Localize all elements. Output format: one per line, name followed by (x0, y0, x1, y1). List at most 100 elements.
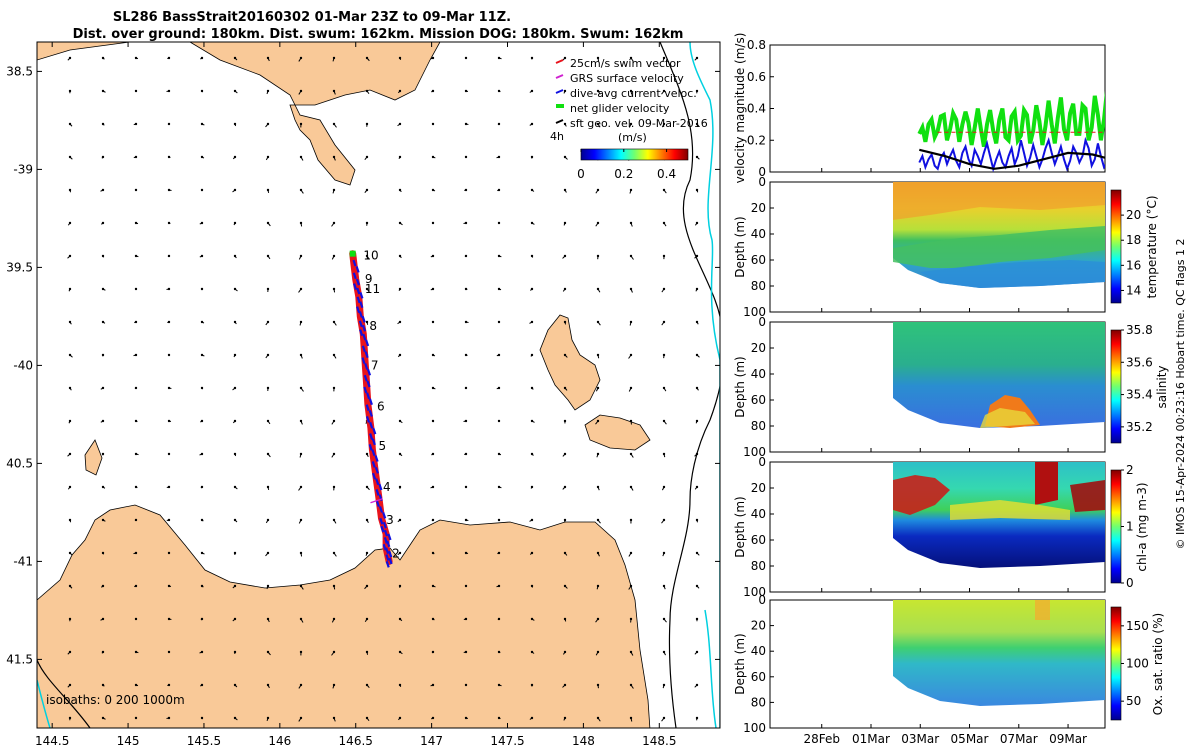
current-vector-dot (695, 188, 699, 192)
velocity-ylabel: velocity magnitude (m/s) (733, 33, 747, 184)
current-vector (695, 155, 700, 160)
current-vector-dot (662, 122, 666, 126)
current-vector-dot (332, 551, 336, 555)
current-vector-dot (332, 518, 336, 522)
current-vector (299, 551, 303, 557)
day-label: 5 (379, 439, 387, 453)
current-vector (661, 716, 666, 722)
current-vector (398, 56, 402, 60)
current-vector (167, 683, 171, 687)
depth-tick-label: 80 (751, 559, 766, 573)
current-vector (431, 584, 436, 588)
current-vector-dot (563, 716, 567, 720)
current-vector (695, 419, 699, 424)
current-vector-dot (464, 617, 468, 621)
current-vector-dot (530, 221, 534, 225)
current-vector (595, 386, 600, 392)
current-vector (431, 320, 435, 324)
current-vector-dot (629, 419, 633, 423)
current-vector-dot (134, 188, 138, 192)
current-vector-dot (101, 452, 105, 456)
map-x-tick-label: 145 (117, 734, 140, 748)
current-vector-dot (596, 353, 600, 357)
time-tick-label: 03Mar (901, 732, 939, 746)
current-vector (596, 122, 601, 128)
current-vector (100, 419, 105, 423)
current-vector (661, 320, 666, 326)
current-vector-dot (629, 683, 633, 687)
current-vector (67, 452, 72, 457)
current-vector-dot (200, 122, 204, 126)
current-vector (464, 716, 469, 720)
current-vector-dot (695, 254, 699, 258)
current-vector-dot (629, 89, 633, 93)
current-vector-dot (134, 584, 138, 588)
chla-colorbar (1110, 469, 1122, 584)
current-vector-dot (134, 56, 138, 60)
current-vector-dot (68, 617, 72, 621)
current-vector (134, 419, 138, 423)
oxygen-high-patch (1035, 600, 1050, 620)
current-vector-dot (233, 419, 237, 423)
current-vector-dot (695, 452, 699, 456)
current-vector-dot (299, 518, 303, 522)
current-vector-dot (431, 155, 435, 159)
current-vector (68, 716, 72, 721)
current-vector-dot (629, 56, 633, 60)
current-vector-dot (398, 617, 402, 621)
current-vector (266, 89, 270, 95)
current-vector (331, 452, 336, 458)
current-vector-dot (200, 617, 204, 621)
current-vector-dot (497, 320, 501, 324)
current-vector (463, 221, 468, 225)
land-king-island (84, 439, 103, 476)
day-label: 6 (377, 400, 385, 414)
current-vector (563, 617, 567, 622)
land-cape-barren-island (584, 414, 651, 451)
current-vector (595, 650, 600, 656)
current-vector (67, 650, 72, 655)
depth-tick-label: 20 (751, 481, 766, 495)
current-vector-dot (134, 320, 138, 324)
dive-avg-vector (386, 540, 391, 548)
current-vector-dot (530, 56, 534, 60)
current-vector-dot (365, 254, 369, 258)
current-vector (530, 287, 534, 291)
current-vector (331, 617, 336, 623)
current-vector-dot (299, 485, 303, 489)
current-vector-dot (233, 650, 237, 654)
current-vector-dot (695, 716, 699, 720)
current-vector-dot (695, 155, 699, 159)
current-vector-dot (431, 56, 435, 60)
current-vector (398, 617, 403, 622)
current-vector (464, 320, 469, 324)
current-vector (563, 89, 567, 94)
current-vector (596, 89, 601, 95)
current-vector (134, 650, 139, 654)
velocity-tick-label: 0.8 (747, 38, 766, 52)
current-vector-dot (101, 617, 105, 621)
current-vector (695, 386, 699, 391)
land-victoria (37, 42, 131, 61)
current-vector (133, 353, 138, 357)
current-vector-dot (266, 122, 270, 126)
temperature-green-band (893, 226, 1105, 268)
chla-yellow-band (950, 500, 1070, 520)
current-vector (431, 452, 435, 456)
current-vector (365, 518, 369, 523)
current-vector (629, 617, 633, 623)
dive-avg-vector (363, 386, 368, 394)
colorbar-tick-label: 14 (1126, 283, 1141, 297)
current-vector-dot (134, 89, 138, 93)
current-vector (431, 386, 436, 390)
current-vector-dot (497, 353, 501, 357)
current-vector-dot (563, 89, 567, 93)
current-vector-dot (101, 386, 105, 390)
current-vector-dot (629, 716, 633, 720)
current-vector (694, 221, 699, 226)
current-vector (595, 188, 600, 194)
current-vector-dot (68, 56, 72, 60)
current-vector (398, 254, 402, 259)
current-vector-dot (596, 287, 600, 291)
current-vector (101, 56, 105, 60)
